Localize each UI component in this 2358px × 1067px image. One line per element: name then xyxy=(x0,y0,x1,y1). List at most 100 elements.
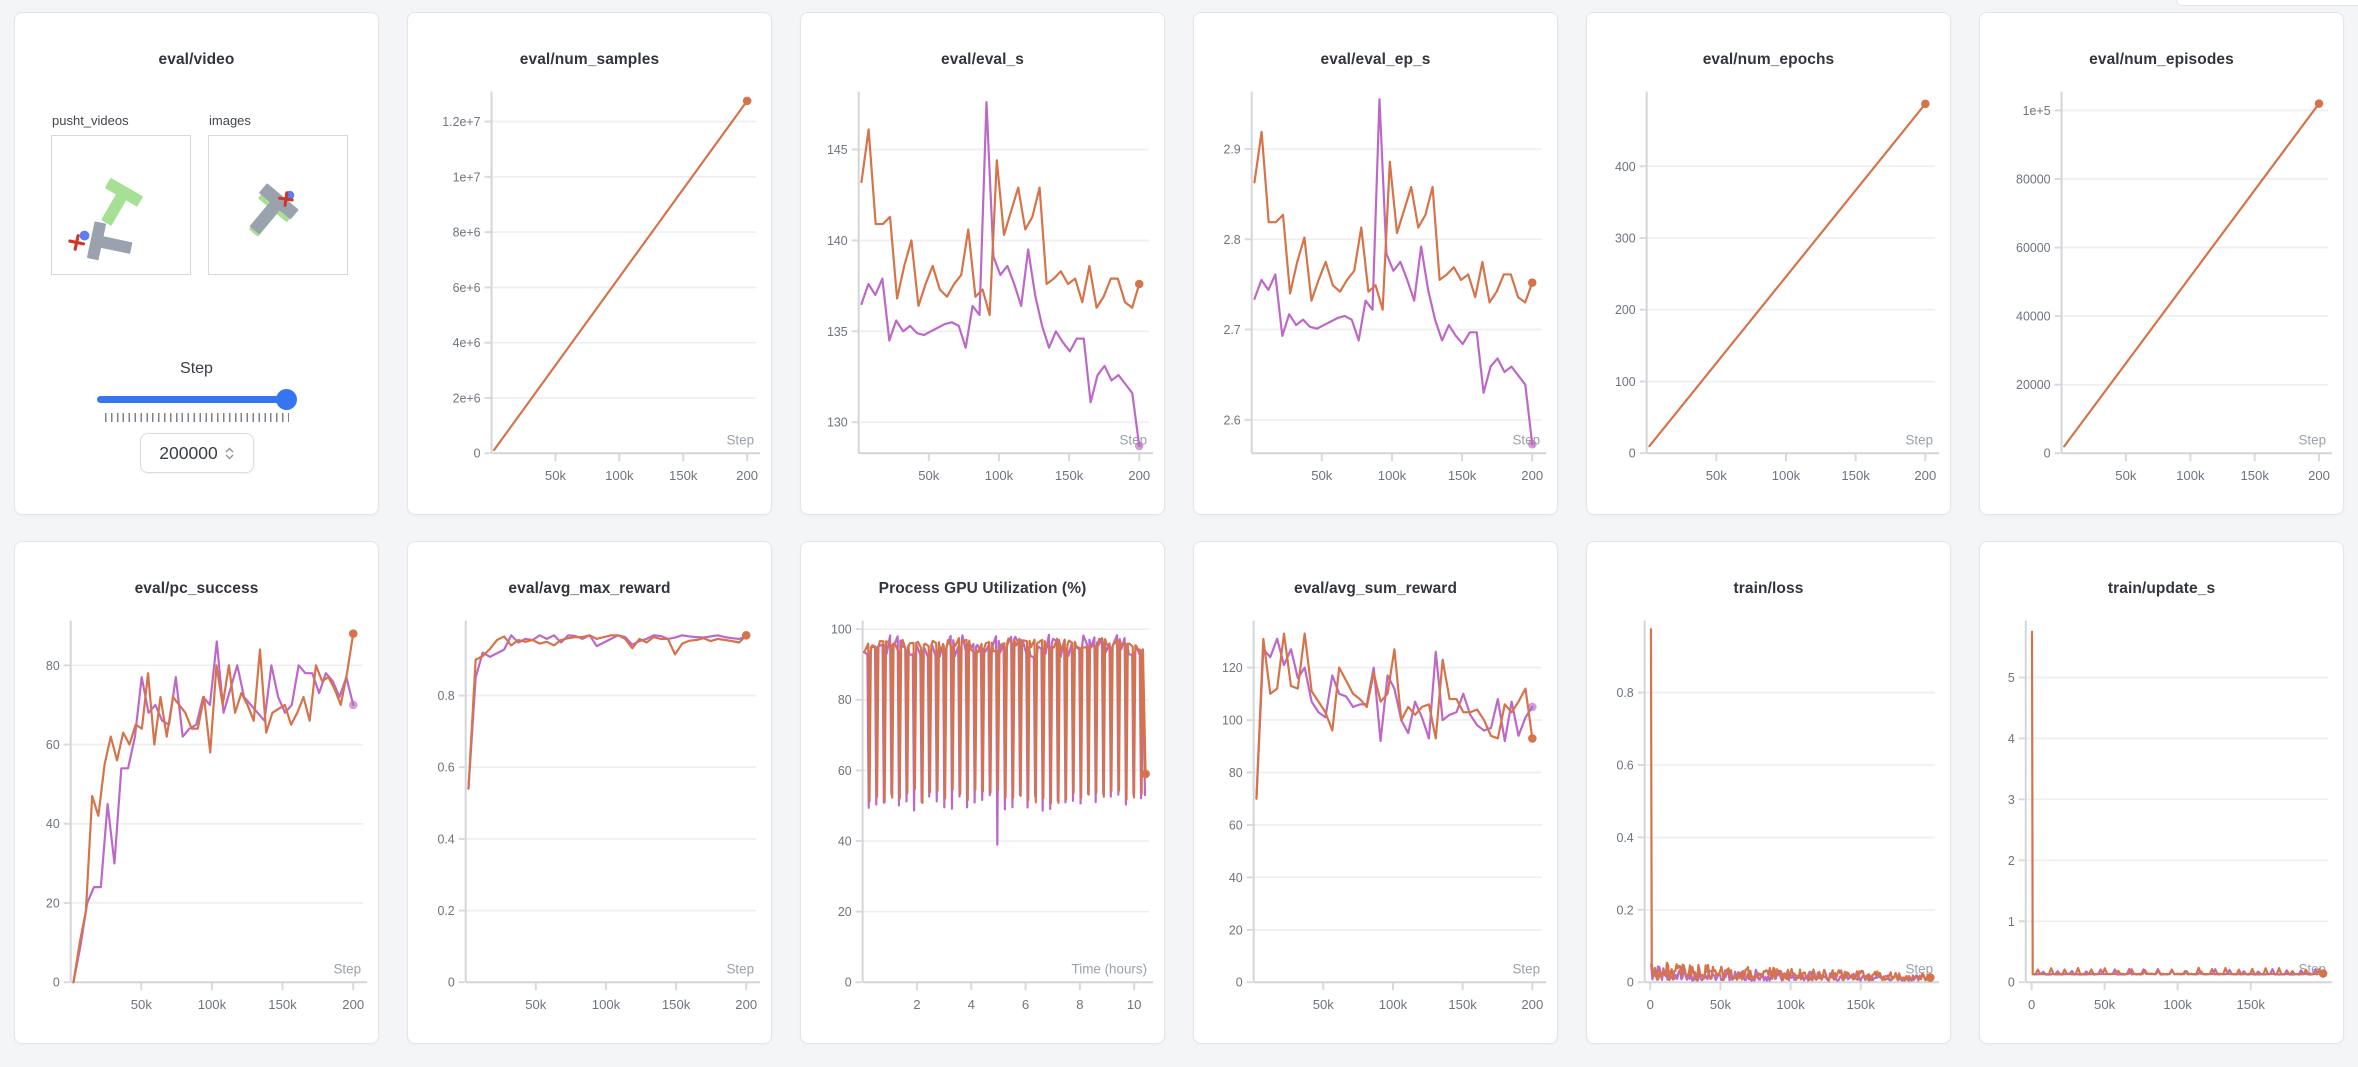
slider-handle[interactable] xyxy=(275,389,297,410)
line-chart[interactable]: 0 2e+6 4e+6 6e+6 8e+6 1e+7 1.2e+7 50k 100k 150k 20… xyxy=(408,13,771,514)
panel-title: eval/num_episodes xyxy=(2089,51,2234,68)
line-chart[interactable]: 0 20 40 60 80 100 2 4 6 8 10 Time (hours) xyxy=(801,542,1164,1043)
panel-eval-num-epochs: 0 100 200 300 400 50k 100k 150k 200 Step eval/num… xyxy=(1586,12,1951,515)
video-thumb-images: images xyxy=(208,113,348,275)
svg-text:100k: 100k xyxy=(2163,997,2192,1012)
svg-text:150k: 150k xyxy=(669,468,698,483)
svg-text:0: 0 xyxy=(2008,976,2015,990)
svg-text:Step: Step xyxy=(726,432,754,447)
svg-text:50k: 50k xyxy=(918,468,940,483)
chevron-down-icon[interactable] xyxy=(225,454,234,460)
svg-text:Time (hours): Time (hours) xyxy=(1072,961,1148,976)
svg-text:0: 0 xyxy=(1627,976,1634,990)
svg-text:100k: 100k xyxy=(198,997,227,1012)
svg-text:50k: 50k xyxy=(2115,468,2137,483)
line-chart[interactable]: 0 20 40 60 80 50k 100k 150k 200 Step xyxy=(15,542,378,1043)
slider-track[interactable] xyxy=(96,396,291,403)
svg-text:0: 0 xyxy=(1629,447,1636,461)
svg-text:6: 6 xyxy=(1022,997,1029,1012)
svg-text:4e+6: 4e+6 xyxy=(453,336,481,350)
line-chart[interactable]: 0 0.2 0.4 0.6 0.8 50k 100k 150k 200 Step xyxy=(408,542,771,1043)
panel-eval-video: eval/video pusht_videos xyxy=(14,12,379,515)
svg-text:2.6: 2.6 xyxy=(1223,413,1240,427)
svg-text:Step: Step xyxy=(1905,961,1933,976)
svg-text:50k: 50k xyxy=(545,468,567,483)
svg-text:100k: 100k xyxy=(605,468,634,483)
svg-text:40: 40 xyxy=(1229,871,1243,885)
svg-text:0.4: 0.4 xyxy=(437,832,454,846)
step-input[interactable]: 200000 xyxy=(139,433,254,473)
svg-text:60: 60 xyxy=(1229,818,1243,832)
svg-text:0.8: 0.8 xyxy=(437,689,454,703)
svg-text:60: 60 xyxy=(838,764,852,778)
svg-text:150k: 150k xyxy=(268,997,297,1012)
step-slider[interactable] xyxy=(96,389,297,410)
line-chart[interactable]: 0 0.2 0.4 0.6 0.8 0 50k 100k 150k Step xyxy=(1587,542,1950,1043)
line-chart[interactable]: 0 20 40 60 80 100 120 50k 100k 150k 200 Step xyxy=(1194,542,1557,1043)
svg-text:2: 2 xyxy=(2008,854,2015,868)
svg-text:80: 80 xyxy=(46,659,60,673)
svg-text:60000: 60000 xyxy=(2016,241,2051,255)
line-chart[interactable]: 2.6 2.7 2.8 2.9 50k 100k 150k 200 Step xyxy=(1194,13,1557,514)
svg-text:0: 0 xyxy=(845,976,852,990)
panel-process-gpu-utilization: 0 20 40 60 80 100 2 4 6 8 10 Time (hours) Process G… xyxy=(800,541,1165,1044)
gray-t-block xyxy=(249,183,299,235)
images-frame[interactable] xyxy=(208,135,348,275)
svg-text:50k: 50k xyxy=(131,997,153,1012)
green-t-target xyxy=(101,178,143,226)
svg-text:60: 60 xyxy=(46,738,60,752)
svg-text:4: 4 xyxy=(968,997,975,1012)
svg-text:80: 80 xyxy=(838,693,852,707)
svg-text:150k: 150k xyxy=(2240,468,2269,483)
panel-title: eval/video xyxy=(158,51,235,68)
svg-text:1: 1 xyxy=(2008,915,2015,929)
svg-text:200: 200 xyxy=(1521,997,1543,1012)
chevron-up-icon[interactable] xyxy=(225,447,234,453)
pusht-scene xyxy=(68,178,143,261)
svg-text:0: 0 xyxy=(448,976,455,990)
panel-eval-pc-success: 0 20 40 60 80 50k 100k 150k 200 Step eval/pc_succ… xyxy=(14,541,379,1044)
svg-text:10: 10 xyxy=(1127,997,1142,1012)
line-chart[interactable]: 0 100 200 300 400 50k 100k 150k 200 Step xyxy=(1587,13,1950,514)
svg-text:0.6: 0.6 xyxy=(1616,758,1633,772)
line-chart[interactable]: 0 20000 40000 60000 80000 1e+5 50k 100k 150k 200 S… xyxy=(1980,13,2343,514)
line-chart[interactable]: 130 135 140 145 50k 100k 150k 200 Step xyxy=(801,13,1164,514)
pusht-video-frame[interactable] xyxy=(51,135,191,275)
line-chart[interactable]: 0 1 2 3 4 5 0 50k 100k 150k Step xyxy=(1980,542,2343,1043)
svg-text:0.4: 0.4 xyxy=(1616,831,1633,845)
panel-eval-avg-max-reward: 0 0.2 0.4 0.6 0.8 50k 100k 150k 200 Step eval/avg… xyxy=(407,541,772,1044)
svg-text:200: 200 xyxy=(735,997,757,1012)
svg-text:0: 0 xyxy=(1236,976,1243,990)
svg-text:150k: 150k xyxy=(1448,997,1477,1012)
svg-text:2: 2 xyxy=(913,997,920,1012)
svg-text:100: 100 xyxy=(831,623,852,637)
svg-text:Step: Step xyxy=(1512,961,1540,976)
svg-text:200: 200 xyxy=(1128,468,1150,483)
pusht-scene xyxy=(249,183,299,237)
svg-text:20: 20 xyxy=(46,896,60,910)
step-value[interactable]: 200000 xyxy=(159,442,218,463)
svg-text:100k: 100k xyxy=(2176,468,2205,483)
svg-text:0: 0 xyxy=(474,447,481,461)
svg-text:140: 140 xyxy=(827,234,848,248)
svg-text:150k: 150k xyxy=(2236,997,2265,1012)
svg-text:200: 200 xyxy=(1615,303,1636,317)
svg-text:100k: 100k xyxy=(1772,468,1801,483)
panel-eval-num-episodes: 0 20000 40000 60000 80000 1e+5 50k 100k 150k 200 S… xyxy=(1979,12,2344,515)
panel-title: Process GPU Utilization (%) xyxy=(878,580,1087,597)
svg-text:5: 5 xyxy=(2008,671,2015,685)
svg-text:50k: 50k xyxy=(1313,997,1335,1012)
panel-title: eval/eval_ep_s xyxy=(1320,51,1431,68)
svg-text:50k: 50k xyxy=(1311,468,1333,483)
svg-text:Step: Step xyxy=(726,961,754,976)
panel-title: train/update_s xyxy=(2107,580,2216,597)
svg-text:0: 0 xyxy=(2028,997,2035,1012)
svg-text:300: 300 xyxy=(1615,231,1636,245)
svg-text:150k: 150k xyxy=(1841,468,1870,483)
svg-text:20: 20 xyxy=(1229,923,1243,937)
gray-t-block xyxy=(87,221,133,261)
svg-text:2e+6: 2e+6 xyxy=(453,391,481,405)
panel-eval-avg-sum-reward: 0 20 40 60 80 100 120 50k 100k 150k 200 Step eval/a… xyxy=(1193,541,1558,1044)
svg-text:150k: 150k xyxy=(1055,468,1084,483)
